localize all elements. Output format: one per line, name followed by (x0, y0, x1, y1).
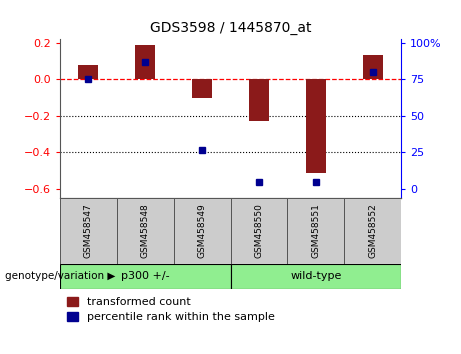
Bar (287, 198, 344, 264)
Bar (117, 198, 174, 264)
Title: GDS3598 / 1445870_at: GDS3598 / 1445870_at (150, 21, 311, 35)
Bar (174, 198, 230, 264)
Bar (363, 55, 383, 79)
Bar (60, 198, 117, 264)
Bar (230, 264, 401, 289)
Text: GSM458550: GSM458550 (254, 204, 263, 258)
Bar (230, 198, 287, 264)
Text: genotype/variation ▶: genotype/variation ▶ (5, 271, 115, 281)
Bar (78, 64, 98, 79)
Text: GSM458551: GSM458551 (311, 204, 320, 258)
Legend: transformed count, percentile rank within the sample: transformed count, percentile rank withi… (65, 296, 276, 324)
Text: GSM458549: GSM458549 (198, 204, 207, 258)
Bar (249, 79, 269, 121)
Text: wild-type: wild-type (290, 271, 342, 281)
Text: p300 +/-: p300 +/- (121, 271, 170, 281)
Text: GSM458547: GSM458547 (84, 204, 93, 258)
Text: GSM458552: GSM458552 (368, 204, 377, 258)
Bar (306, 79, 326, 173)
Bar (344, 198, 401, 264)
Text: GSM458548: GSM458548 (141, 204, 150, 258)
Bar (135, 45, 155, 79)
Bar (192, 79, 212, 98)
Bar (60, 264, 230, 289)
